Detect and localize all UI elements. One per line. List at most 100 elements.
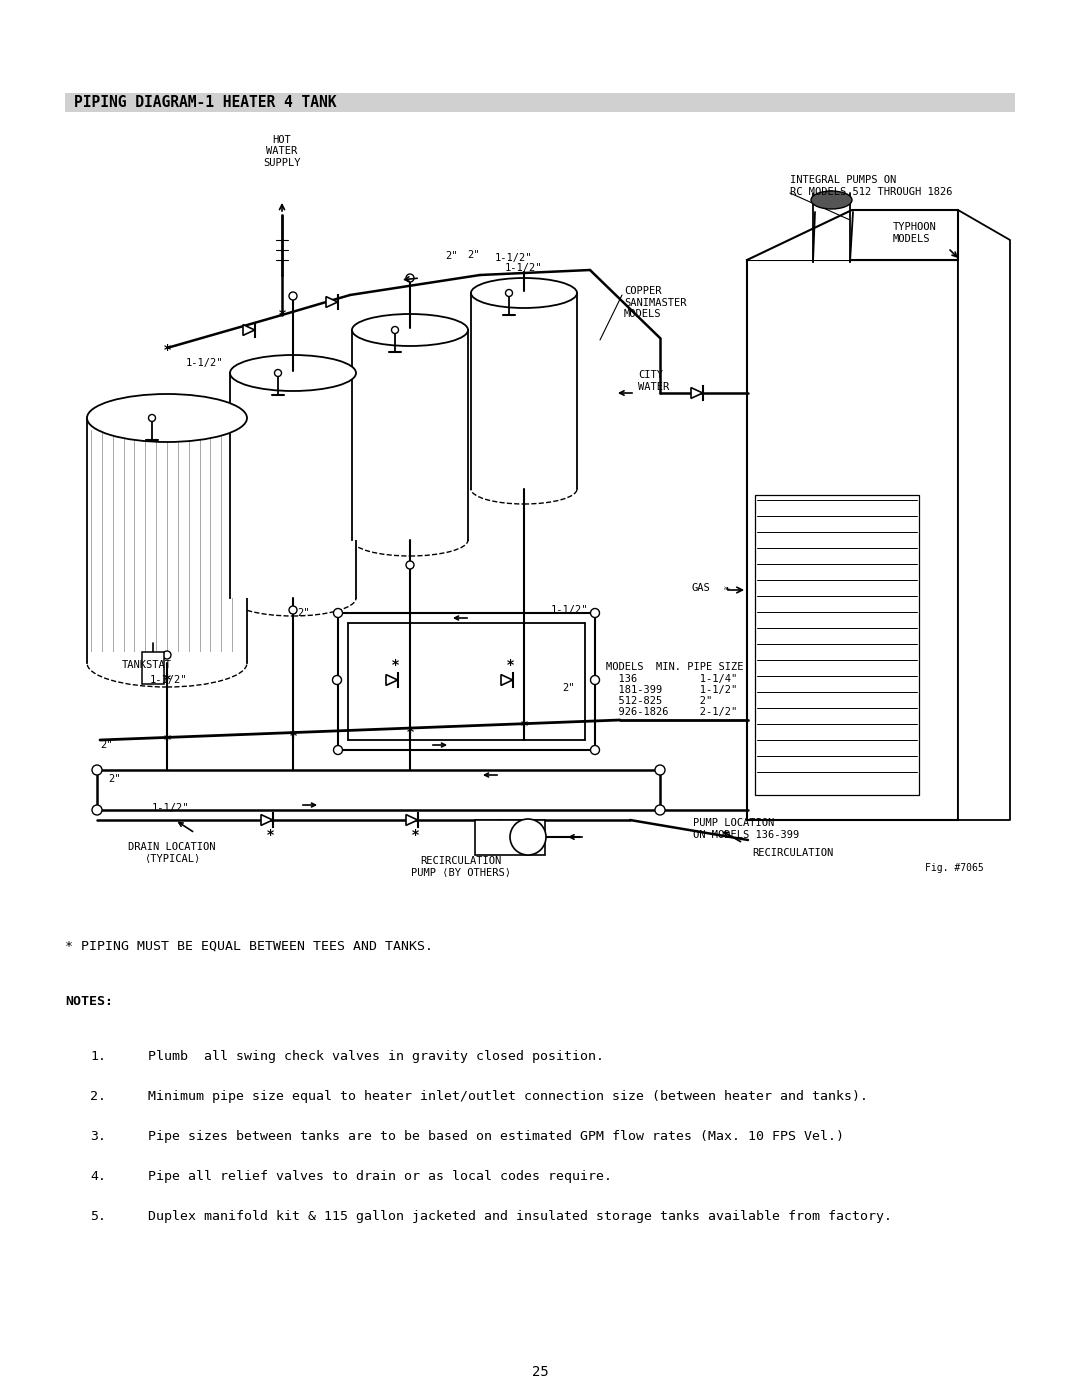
Bar <box>747 260 958 820</box>
Polygon shape <box>386 675 397 686</box>
Text: *: * <box>163 733 171 747</box>
Circle shape <box>654 766 665 775</box>
Circle shape <box>149 415 156 422</box>
Text: 2": 2" <box>562 683 575 693</box>
Polygon shape <box>501 675 513 686</box>
Circle shape <box>92 766 102 775</box>
Polygon shape <box>326 296 338 307</box>
Ellipse shape <box>87 638 247 687</box>
Text: INTEGRAL PUMPS ON
RC MODELS 512 THROUGH 1826: INTEGRAL PUMPS ON RC MODELS 512 THROUGH … <box>789 175 953 197</box>
Bar <box>755 495 919 795</box>
Circle shape <box>510 819 546 855</box>
Circle shape <box>334 746 342 754</box>
Polygon shape <box>958 210 1010 820</box>
Circle shape <box>289 606 297 615</box>
Text: 3.: 3. <box>90 1130 106 1143</box>
Text: 1-1/2": 1-1/2" <box>495 253 532 263</box>
Text: *: * <box>279 307 285 321</box>
Polygon shape <box>261 814 272 826</box>
Text: 1-1/2": 1-1/2" <box>505 263 542 272</box>
Circle shape <box>334 609 342 617</box>
Text: 1-1/2": 1-1/2" <box>551 605 589 615</box>
Polygon shape <box>243 324 255 335</box>
Text: 2": 2" <box>446 251 458 261</box>
Text: 1-1/2": 1-1/2" <box>150 675 188 685</box>
Circle shape <box>654 805 665 814</box>
Ellipse shape <box>811 191 852 210</box>
Polygon shape <box>406 814 418 826</box>
Text: 181-399      1-1/2": 181-399 1-1/2" <box>606 685 738 694</box>
Text: *: * <box>267 828 273 842</box>
Bar <box>65 94 1015 112</box>
Ellipse shape <box>352 524 468 556</box>
Text: 1.: 1. <box>90 1051 106 1063</box>
Text: 2": 2" <box>467 250 480 260</box>
Text: *: * <box>391 658 399 672</box>
Text: 1-1/2": 1-1/2" <box>152 803 189 813</box>
Text: 2.: 2. <box>90 1090 106 1104</box>
Text: Fig. #7065: Fig. #7065 <box>924 863 984 873</box>
Text: RECIRCULATION: RECIRCULATION <box>752 848 834 858</box>
Ellipse shape <box>230 355 356 391</box>
Circle shape <box>406 274 414 282</box>
Circle shape <box>406 562 414 569</box>
Text: *: * <box>406 725 414 739</box>
Bar <box>352 330 468 541</box>
Circle shape <box>163 651 171 659</box>
Text: GAS: GAS <box>692 583 711 592</box>
Ellipse shape <box>471 278 577 307</box>
Circle shape <box>591 746 599 754</box>
Text: HOT
WATER
SUPPLY: HOT WATER SUPPLY <box>264 134 300 168</box>
Text: 2": 2" <box>108 774 121 784</box>
Text: *: * <box>163 673 171 687</box>
Ellipse shape <box>230 580 356 616</box>
Text: NOTES:: NOTES: <box>65 995 113 1009</box>
Circle shape <box>274 369 282 377</box>
Bar <box>141 652 164 685</box>
Text: Duplex manifold kit & 115 gallon jacketed and insulated storage tanks available : Duplex manifold kit & 115 gallon jackete… <box>148 1210 892 1222</box>
Circle shape <box>391 327 399 334</box>
Text: PUMP LOCATION
ON MODELS 136-399: PUMP LOCATION ON MODELS 136-399 <box>693 819 799 840</box>
Text: Minimum pipe size equal to heater inlet/outlet connection size (between heater a: Minimum pipe size equal to heater inlet/… <box>148 1090 868 1104</box>
Ellipse shape <box>87 394 247 441</box>
Text: PIPING DIAGRAM-1 HEATER 4 TANK: PIPING DIAGRAM-1 HEATER 4 TANK <box>75 95 337 110</box>
Text: 25: 25 <box>531 1365 549 1379</box>
Text: *: * <box>521 719 527 733</box>
Text: COPPER
SANIMASTER
MODELS: COPPER SANIMASTER MODELS <box>624 286 687 319</box>
Text: 926-1826     2-1/2": 926-1826 2-1/2" <box>606 707 738 717</box>
Bar <box>230 373 356 598</box>
Circle shape <box>591 609 599 617</box>
Text: 2": 2" <box>100 740 112 750</box>
Text: 512-825      2": 512-825 2" <box>606 696 712 705</box>
Circle shape <box>289 292 297 300</box>
Text: 2": 2" <box>297 608 310 617</box>
Circle shape <box>92 805 102 814</box>
Text: DRAIN LOCATION
⟨TYPICAL⟩: DRAIN LOCATION ⟨TYPICAL⟩ <box>129 842 216 863</box>
Circle shape <box>333 676 341 685</box>
Text: *: * <box>507 658 514 672</box>
Text: CITY
WATER: CITY WATER <box>638 370 670 391</box>
Circle shape <box>505 289 513 296</box>
Text: Pipe sizes between tanks are to be based on estimated GPM flow rates (Max. 10 FP: Pipe sizes between tanks are to be based… <box>148 1130 843 1143</box>
Text: 1-1/2": 1-1/2" <box>186 358 224 367</box>
Text: RECIRCULATION
PUMP ⟨BY OTHERS⟩: RECIRCULATION PUMP ⟨BY OTHERS⟩ <box>411 856 511 877</box>
Text: MODELS  MIN. PIPE SIZE: MODELS MIN. PIPE SIZE <box>606 662 743 672</box>
Text: Plumb  all swing check valves in gravity closed position.: Plumb all swing check valves in gravity … <box>148 1051 604 1063</box>
Text: *: * <box>411 828 419 842</box>
Polygon shape <box>747 210 958 260</box>
Bar <box>87 418 247 664</box>
Text: TANKSTAT: TANKSTAT <box>122 659 172 671</box>
Text: *: * <box>289 729 297 743</box>
Text: ❧: ❧ <box>724 583 730 592</box>
Text: * PIPING MUST BE EQUAL BETWEEN TEES AND TANKS.: * PIPING MUST BE EQUAL BETWEEN TEES AND … <box>65 940 433 953</box>
Text: *: * <box>163 344 171 358</box>
Text: 5.: 5. <box>90 1210 106 1222</box>
Text: 136          1-1/4": 136 1-1/4" <box>606 673 738 685</box>
Ellipse shape <box>352 314 468 346</box>
Polygon shape <box>691 387 703 398</box>
Text: TYPHOON
MODELS: TYPHOON MODELS <box>893 222 936 243</box>
Text: 4.: 4. <box>90 1171 106 1183</box>
Circle shape <box>591 676 599 685</box>
Text: Pipe all relief valves to drain or as local codes require.: Pipe all relief valves to drain or as lo… <box>148 1171 612 1183</box>
Ellipse shape <box>471 474 577 504</box>
